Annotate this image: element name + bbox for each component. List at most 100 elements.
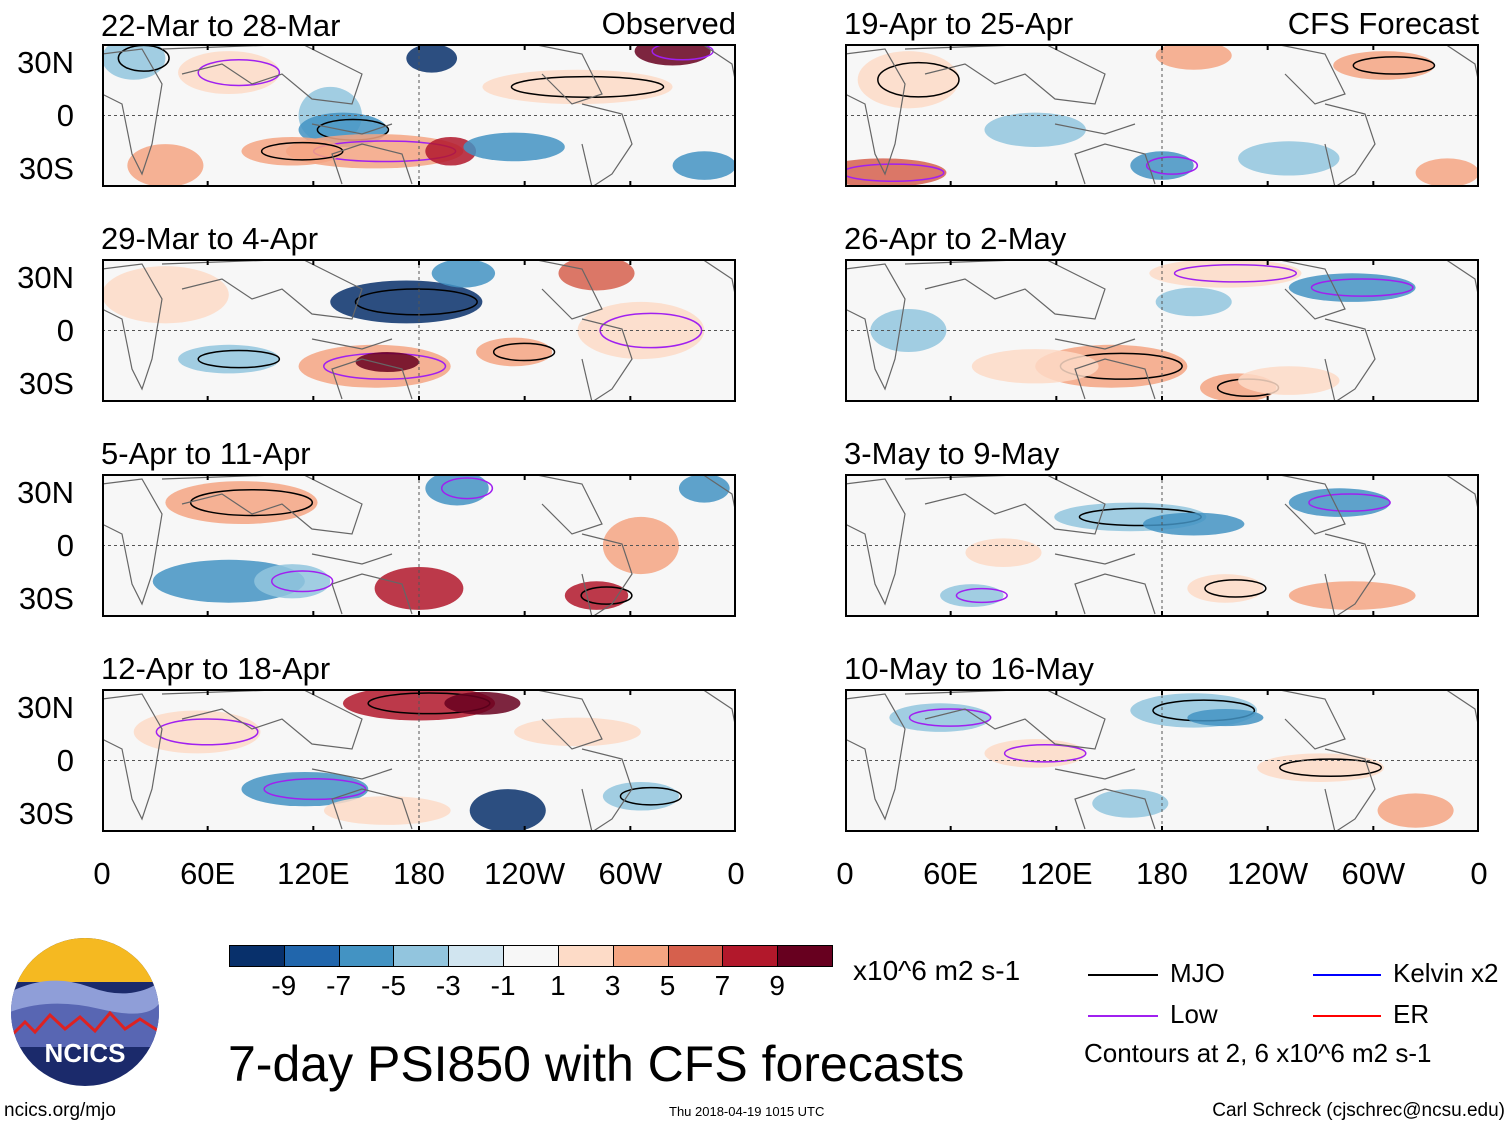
contour-line [263,778,367,801]
contour-line [1173,263,1298,283]
lon-tick-label: 0 [836,856,854,891]
colorbar-swatch [777,945,833,967]
contour-line [877,61,960,98]
anomaly-blob [971,349,1099,384]
coastlines [845,259,1479,402]
colorbar-swatch [229,945,285,967]
lon-tick-label: 120E [277,856,350,891]
anomaly-blob [1377,793,1454,828]
anomaly-blob [984,739,1086,768]
footer-author: Carl Schreck (cjschrec@ncsu.edu) [1212,1100,1505,1121]
anomaly-blob [602,516,679,575]
contour-line [1145,156,1199,175]
panel-title: 29-Mar to 4-Apr [101,221,319,256]
anomaly-blob [984,112,1086,147]
contour-line [189,488,314,517]
anomaly-blob [127,144,204,187]
colorbar-label: -5 [381,970,406,1001]
anomaly-blob [870,309,947,352]
colorbar-swatch [448,945,505,967]
anomaly-blob [678,474,730,503]
colorbar-swatch [503,945,559,967]
contour-line [580,586,633,605]
contour-note: Contours at 2, 6 x10^6 m2 s-1 [1084,1038,1432,1068]
legend-er: ER [1313,999,1429,1030]
anomaly-blob [1288,581,1416,610]
colorbar-swatch [722,945,779,967]
lat-tick-label: 30N [17,690,74,725]
anomaly-blob [1257,753,1384,782]
main-title: 7-day PSI850 with CFS forecasts [228,1036,965,1092]
colorbar-label: 5 [659,970,676,1001]
column-label: CFS Forecast [1287,6,1479,41]
colorbar-label: -1 [490,970,516,1001]
anomaly-blob [133,710,261,754]
anomaly-blob [857,51,960,109]
anomaly-blob [406,44,458,73]
contour-line [354,288,478,316]
contour-line [260,141,344,161]
anomaly-blob [1288,273,1416,302]
lon-tick-label: 60W [1341,856,1406,891]
anomaly-blob [178,51,280,95]
lon-tick-label: 60W [598,856,663,891]
legend-low: Low [1088,999,1218,1030]
contour-line [1352,56,1436,75]
footer-url[interactable]: ncics.org/mjo [4,1100,116,1121]
contour-line [1310,278,1414,297]
contour-line [908,708,992,727]
colorbar-swatch [393,945,450,967]
anomaly-blob [463,132,565,162]
lon-tick-label: 120W [1227,856,1309,891]
anomaly-blob [672,151,736,180]
anomaly-blob [1092,789,1169,818]
coastlines [102,689,736,832]
anomaly-blob [178,344,280,374]
contour-line [845,163,945,183]
colorbar-label: 9 [769,970,785,1001]
anomaly-blob [1187,709,1264,727]
colorbar-swatch [667,945,724,967]
map-panel [102,474,736,617]
coastlines [845,44,1479,187]
contour-line [440,477,494,500]
contour-line [510,75,665,98]
lon-tick-label: 120E [1020,856,1093,891]
anomaly-blob [469,789,546,832]
coastlines [102,259,736,402]
colorbar-label: -7 [326,970,352,1001]
lat-tick-label: 30N [17,260,74,295]
lon-tick-label: 0 [727,856,745,891]
anomaly-blob [940,584,1004,607]
svg-text:NCICS: NCICS [45,1038,126,1068]
footer-timestamp: Thu 2018-04-19 1015 UTC [669,1104,825,1119]
anomaly-blob [476,337,553,367]
contour-line [155,718,259,746]
contour-line [271,570,334,593]
anomaly-blob [254,564,331,599]
anomaly-blob [102,266,229,324]
anomaly-blob [444,691,521,715]
anomaly-blob [1238,366,1340,395]
lon-tick-label: 0 [93,856,111,891]
anomaly-blob [602,781,679,811]
panel-title: 19-Apr to 25-Apr [844,6,1074,41]
anomaly-blob [355,351,419,372]
map-panel [845,474,1479,617]
panel-title: 5-Apr to 11-Apr [101,436,311,471]
anomaly-blob [1155,44,1232,70]
anomaly-blob [1149,259,1302,288]
lon-tick-label: 180 [1136,856,1188,891]
colorbar-label: 1 [550,970,566,1001]
contour-line [197,58,281,87]
contour-line [197,349,281,369]
anomaly-blob [1187,574,1264,603]
map-panel [102,689,736,832]
anomaly-blob [1415,158,1479,187]
anomaly-blob [558,259,635,291]
anomaly-blob [965,538,1042,567]
lat-tick-label: 30N [17,475,74,510]
panel-title: 22-Mar to 28-Mar [101,8,341,43]
colorbar-swatch [338,945,395,967]
anomaly-blob [1238,141,1340,176]
